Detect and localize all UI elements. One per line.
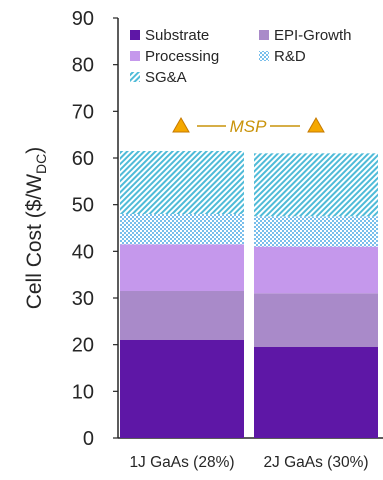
x-tick-label: 2J GaAs (30%) xyxy=(263,454,368,471)
legend-swatch xyxy=(259,30,269,40)
msp-triangle-right xyxy=(307,116,325,133)
bar-segment-substrate xyxy=(120,340,244,438)
axes: 0 10 20 30 40 50 60 70 80 90 xyxy=(72,8,383,450)
y-axis-label: Cell Cost ($/WDC) xyxy=(23,147,49,310)
x-tick-label: 1J GaAs (28%) xyxy=(129,454,234,471)
bar-segment-epi-growth xyxy=(120,291,244,340)
y-tick-label: 90 xyxy=(72,8,94,30)
legend-label: R&D xyxy=(274,48,306,65)
legend-label: Substrate xyxy=(145,27,209,44)
bar-segment-r-d xyxy=(254,216,378,247)
y-ticks: 0 10 20 30 40 50 60 70 80 90 xyxy=(72,8,118,450)
bar-segment-r-d xyxy=(120,214,244,245)
bar-segment-substrate xyxy=(254,347,378,438)
legend-swatch xyxy=(259,51,269,61)
legend-label: EPI-Growth xyxy=(274,27,352,44)
y-tick-label: 60 xyxy=(72,148,94,170)
y-tick-label: 20 xyxy=(72,335,94,357)
y-axis-label-suffix: ) xyxy=(23,147,46,154)
legend: Substrate EPI-Growth Processing R&D SG&A xyxy=(130,27,352,86)
y-tick-label: 0 xyxy=(83,428,94,450)
y-axis-label-main: Cell Cost ($/W xyxy=(23,174,46,310)
legend-swatch xyxy=(130,72,140,82)
bar-segment-epi-growth xyxy=(254,293,378,347)
y-tick-label: 50 xyxy=(72,195,94,217)
msp-triangle-left xyxy=(172,116,190,133)
legend-swatch xyxy=(130,30,140,40)
msp-label: MSP xyxy=(230,117,268,136)
y-axis-label-subscript: DC xyxy=(33,154,49,174)
legend-swatch xyxy=(130,51,140,61)
y-tick-label: 10 xyxy=(72,381,94,403)
bar-segment-sg-a xyxy=(120,151,244,214)
bar-segment-sg-a xyxy=(254,153,378,217)
y-tick-label: 40 xyxy=(72,241,94,263)
bar-segment-processing xyxy=(254,246,378,294)
legend-label: Processing xyxy=(145,48,219,65)
x-tick-labels: 1J GaAs (28%) 2J GaAs (30%) xyxy=(129,454,368,471)
msp-annotation: MSP xyxy=(172,116,325,136)
y-tick-label: 30 xyxy=(72,288,94,310)
y-axis-label-text: Cell Cost ($/WDC) xyxy=(23,147,49,310)
legend-label: SG&A xyxy=(145,69,187,86)
bar-segment-processing xyxy=(120,244,244,291)
bars xyxy=(120,151,378,438)
y-tick-label: 80 xyxy=(72,55,94,77)
y-tick-label: 70 xyxy=(72,101,94,123)
